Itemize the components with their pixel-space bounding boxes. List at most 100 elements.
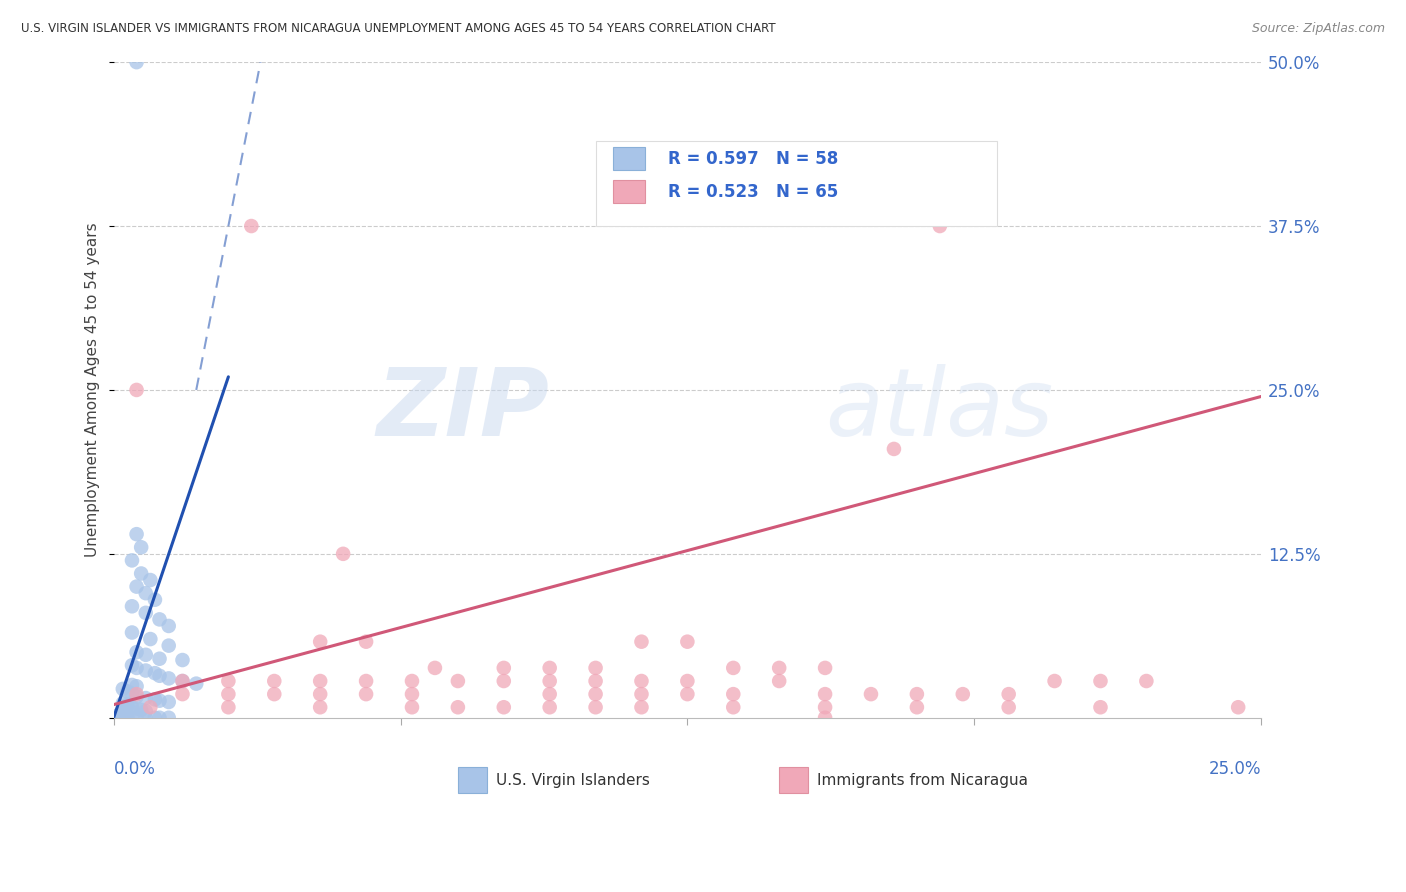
Point [585,687,607,701]
Point [997,687,1019,701]
FancyBboxPatch shape [596,141,997,226]
Point [135,606,157,620]
Point [125,711,148,725]
Point [135,586,157,600]
Point [129,566,152,581]
Bar [613,147,645,170]
Point [107,708,129,723]
Point [309,687,332,701]
Point [148,612,170,626]
Y-axis label: Unemployment Among Ages 45 to 54 years: Unemployment Among Ages 45 to 54 years [86,223,100,558]
Point [111,706,134,721]
Point [1043,673,1066,688]
Point [585,700,607,714]
Point [125,687,148,701]
Point [125,527,148,541]
Point [401,700,423,714]
Bar [458,767,486,793]
Point [1090,700,1112,714]
Point [157,695,180,709]
Bar [779,767,808,793]
Point [172,673,194,688]
Text: Immigrants from Nicaragua: Immigrants from Nicaragua [817,772,1028,788]
Text: atlas: atlas [825,364,1053,455]
Point [125,55,148,70]
Point [121,625,143,640]
Point [492,700,515,714]
Point [538,661,561,675]
Point [111,696,134,710]
Point [121,711,143,725]
Point [125,580,148,594]
Point [309,634,332,648]
Point [125,701,148,715]
Point [125,383,148,397]
Point [143,692,166,706]
Point [121,687,143,701]
Point [129,541,152,555]
Point [143,666,166,681]
Point [143,592,166,607]
Point [1090,673,1112,688]
Point [354,634,377,648]
Point [111,706,134,720]
Point [121,553,143,567]
Point [148,651,170,665]
Point [263,687,285,701]
Point [630,673,652,688]
Point [121,658,143,673]
Point [332,547,354,561]
Point [997,700,1019,714]
Point [240,219,263,233]
Point [309,673,332,688]
Point [814,711,837,725]
Point [121,678,143,692]
Point [354,687,377,701]
Point [952,687,974,701]
Text: Source: ZipAtlas.com: Source: ZipAtlas.com [1251,22,1385,36]
Point [814,687,837,701]
Text: 0.0%: 0.0% [114,760,156,779]
Point [172,653,194,667]
Point [814,700,837,714]
Point [148,669,170,683]
Point [135,711,157,725]
Point [111,681,134,696]
Point [630,700,652,714]
Point [676,673,699,688]
Point [111,709,134,723]
Point [676,687,699,701]
Point [447,700,470,714]
Text: R = 0.523   N = 65: R = 0.523 N = 65 [668,183,838,201]
Point [139,632,162,646]
Point [538,700,561,714]
Point [217,700,239,714]
Point [723,661,745,675]
Point [585,661,607,675]
Text: ZIP: ZIP [377,364,550,456]
Point [139,573,162,587]
Point [492,673,515,688]
Point [129,703,152,717]
Point [630,634,652,648]
Point [723,700,745,714]
Point [117,698,139,712]
Point [125,661,148,675]
Point [928,219,950,233]
Point [538,673,561,688]
Point [676,634,699,648]
Point [905,700,928,714]
Point [905,687,928,701]
Point [135,648,157,662]
Point [117,711,139,725]
Point [148,711,170,725]
Point [117,711,139,725]
Point [492,661,515,675]
Point [723,687,745,701]
Point [172,673,194,688]
Point [157,619,180,633]
Point [538,687,561,701]
Point [117,684,139,698]
Point [148,694,170,708]
Point [135,704,157,718]
